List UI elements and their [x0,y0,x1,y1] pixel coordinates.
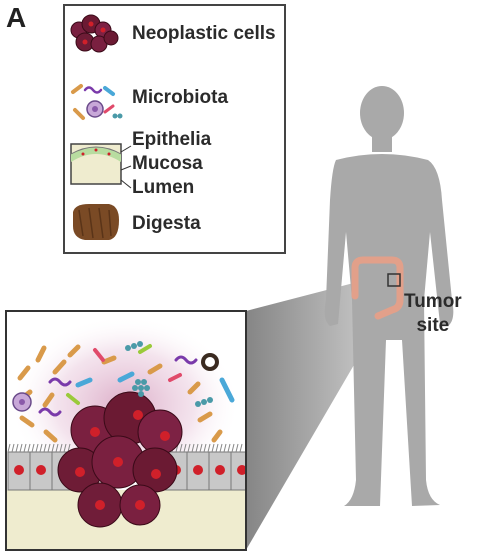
inset-frame [5,310,247,551]
legend-label-epithelia: Epithelia [132,129,212,150]
tumor-site-marker [387,273,401,287]
microbiota-cluster [12,341,235,443]
digesta-icon [73,204,119,240]
tumor-mass [57,391,183,528]
legend-label-microbiota: Microbiota [132,87,229,108]
legend-icons [70,14,132,240]
panel-letter: A [6,2,27,33]
epithelial-cell-row [7,443,246,491]
tumor-site-label-line2: site [416,315,450,336]
colon-icon [351,256,404,320]
legend-label-digesta: Digesta [132,213,201,234]
neoplastic-cells-icon [70,14,119,53]
tissue-layers-icon [70,143,132,189]
tumor-site-label-line1: Tumor [404,291,462,312]
tumor-site-label: Tumor site [404,290,462,338]
human-body-silhouette [324,86,454,506]
legend-label-mucosa: Mucosa [132,153,203,174]
legend-box: Neoplastic cells Microbiota Epithelia Mu… [63,4,286,254]
microbiota-icon [71,84,123,120]
legend-label-neoplastic-cells: Neoplastic cells [132,23,276,44]
legend-label-lumen: Lumen [132,177,195,198]
